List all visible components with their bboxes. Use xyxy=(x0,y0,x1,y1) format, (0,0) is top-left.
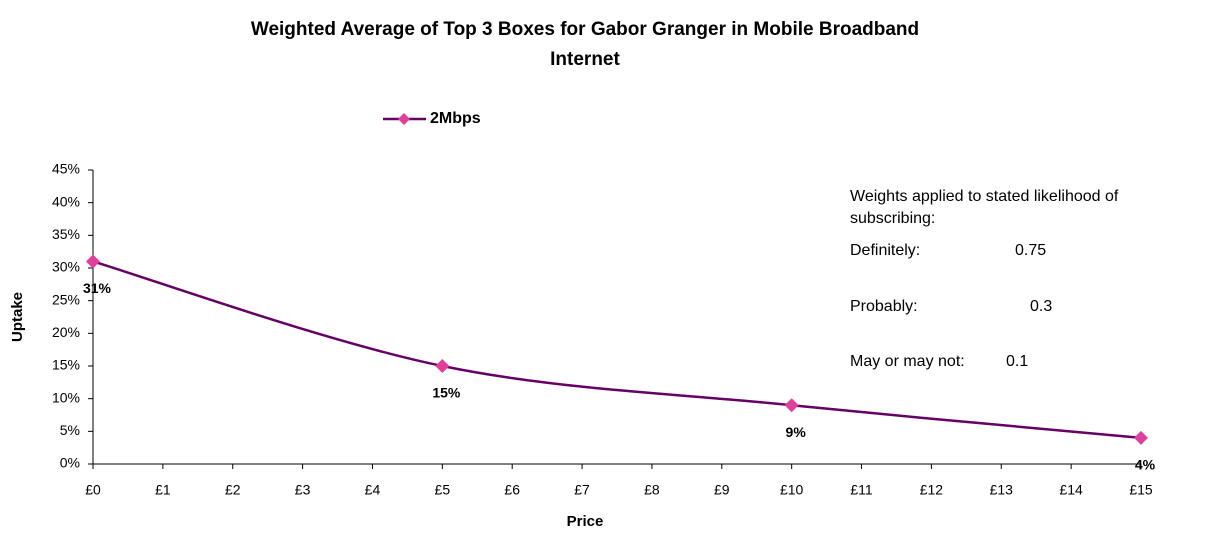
y-tick-label: 15% xyxy=(52,357,80,373)
annotation: Probably: xyxy=(850,298,918,315)
x-tick-label: £1 xyxy=(155,482,171,498)
data-label: 15% xyxy=(432,385,461,401)
x-tick-label: £13 xyxy=(990,482,1014,498)
chart-subtitle: Internet xyxy=(550,49,620,70)
x-tick-label: £4 xyxy=(365,482,381,498)
chart-title: Weighted Average of Top 3 Boxes for Gabo… xyxy=(251,19,919,40)
x-tick-label: £2 xyxy=(225,482,241,498)
y-tick-label: 35% xyxy=(52,226,80,242)
x-tick-label: £9 xyxy=(714,482,730,498)
y-tick-label: 45% xyxy=(52,161,80,177)
x-tick-label: £12 xyxy=(920,482,944,498)
x-tick-label: £8 xyxy=(644,482,660,498)
annotation: 0.3 xyxy=(1030,298,1052,315)
x-tick-label: £3 xyxy=(295,482,311,498)
y-tick-label: 40% xyxy=(52,193,80,209)
legend-label: 2Mbps xyxy=(430,110,481,127)
x-tick-label: £15 xyxy=(1129,482,1153,498)
x-tick-label: £14 xyxy=(1059,482,1083,498)
annotation: Weights applied to stated likelihood of xyxy=(850,188,1119,205)
data-label: 31% xyxy=(83,280,112,296)
data-label: 9% xyxy=(786,424,807,440)
x-tick-label: £7 xyxy=(574,482,590,498)
y-tick-label: 0% xyxy=(60,455,80,471)
point-marker xyxy=(784,398,799,413)
annotation: subscribing: xyxy=(850,210,935,227)
y-tick-label: 25% xyxy=(52,291,80,307)
x-axis-title: Price xyxy=(567,513,604,530)
point-marker xyxy=(1134,430,1148,445)
data-label: 4% xyxy=(1135,457,1156,473)
annotation: 0.75 xyxy=(1015,242,1046,259)
x-tick-label: £0 xyxy=(85,482,101,498)
legend-marker xyxy=(398,113,410,125)
point-marker xyxy=(86,254,100,269)
point-marker xyxy=(435,359,450,373)
series-line xyxy=(92,260,1142,440)
y-tick-label: 30% xyxy=(52,259,80,275)
x-tick-label: £5 xyxy=(435,482,451,498)
x-tick-label: £6 xyxy=(504,482,520,498)
annotation: Definitely: xyxy=(850,242,920,259)
y-tick-label: 20% xyxy=(52,324,80,340)
y-tick-label: 5% xyxy=(60,422,80,438)
x-tick-label: £11 xyxy=(850,482,873,498)
y-tick-label: 10% xyxy=(52,389,80,405)
x-tick-label: £10 xyxy=(780,482,804,498)
y-axis-title: Uptake xyxy=(9,292,26,342)
annotation: May or may not: xyxy=(850,353,965,370)
annotation: 0.1 xyxy=(1006,353,1028,370)
